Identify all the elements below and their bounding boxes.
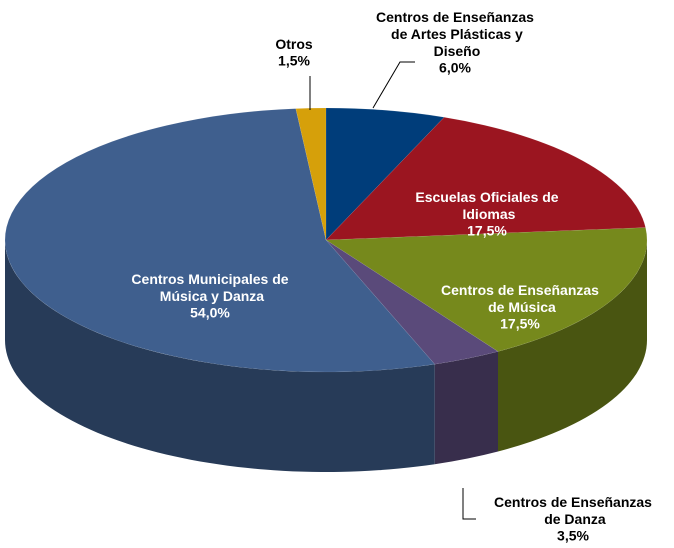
slice (4, 108, 436, 373)
slice (325, 239, 499, 365)
slice-label: Escuelas Oficiales de Idiomas (415, 189, 558, 222)
slice (325, 227, 648, 352)
slice (325, 117, 646, 241)
slice-label: Centros de Enseñanzas de Música (441, 282, 599, 315)
slice (325, 107, 445, 241)
value-label: 1,5% (278, 53, 310, 69)
value-label: 54,0% (190, 305, 230, 321)
value-label: 17,5% (467, 223, 507, 239)
slice-side (5, 240, 435, 473)
slice-side (434, 351, 499, 465)
slice (295, 107, 327, 241)
slice-label: Centros de Enseñanzas de Danza (494, 494, 652, 527)
value-label: 17,5% (500, 316, 540, 332)
slice-side (498, 240, 647, 452)
leader-line (462, 488, 476, 520)
slice-label: Otros (275, 36, 313, 52)
value-label: 6,0% (439, 60, 471, 76)
slice-label: Centros de Enseñanzas de Artes Plásticas… (376, 9, 534, 59)
value-label: 3,5% (557, 528, 589, 544)
leader-line (372, 61, 415, 109)
slice-label: Centros Municipales de Música y Danza (131, 271, 288, 304)
